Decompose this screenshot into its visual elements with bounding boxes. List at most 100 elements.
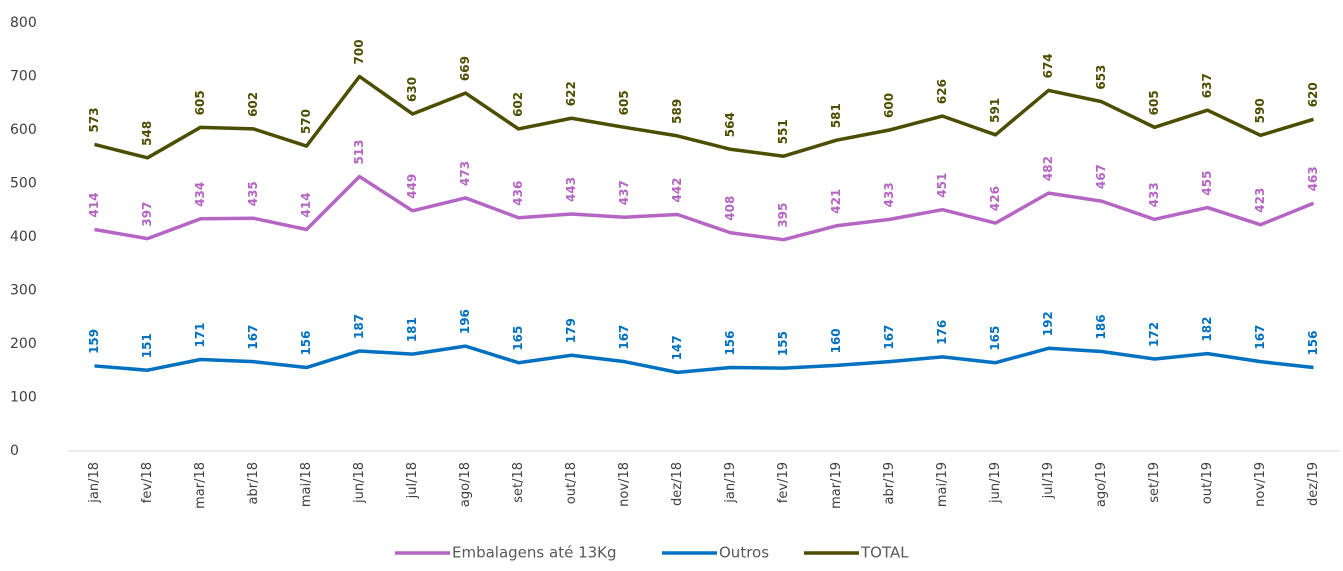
x-tick-label: jul/19 <box>1041 462 1056 499</box>
data-label: 426 <box>988 186 1002 211</box>
data-label: 463 <box>1306 166 1320 191</box>
data-label: 602 <box>511 92 525 117</box>
x-tick-label: mar/18 <box>193 462 208 509</box>
x-tick-label: out/19 <box>1200 462 1215 504</box>
y-tick-label: 200 <box>10 336 37 352</box>
y-tick-label: 800 <box>10 15 37 31</box>
data-label: 395 <box>776 203 790 228</box>
data-label: 167 <box>617 325 631 350</box>
legend-label: Embalagens até 13Kg <box>452 544 617 562</box>
line <box>94 74 1315 160</box>
legend-label: TOTAL <box>860 544 909 562</box>
x-tick-label: jul/18 <box>405 462 420 499</box>
y-tick-label: 0 <box>10 443 19 459</box>
data-label: 167 <box>246 325 260 350</box>
data-label: 160 <box>829 328 843 353</box>
data-label: 449 <box>405 174 419 199</box>
data-label: 669 <box>458 56 472 81</box>
data-label: 600 <box>882 93 896 118</box>
x-tick-label: ago/19 <box>1094 462 1109 507</box>
data-label: 620 <box>1306 82 1320 107</box>
data-label: 674 <box>1041 53 1055 78</box>
x-tick-label: abr/18 <box>246 462 261 505</box>
data-label: 653 <box>1094 65 1108 90</box>
line <box>94 344 1314 375</box>
x-tick-label: jan/19 <box>723 462 738 504</box>
data-label: 622 <box>564 81 578 106</box>
x-tick-label: out/18 <box>564 462 579 504</box>
data-label: 414 <box>87 192 101 217</box>
y-tick-label: 300 <box>10 283 37 299</box>
data-label: 443 <box>564 177 578 202</box>
x-tick-label: ago/18 <box>458 462 473 507</box>
data-label: 467 <box>1094 164 1108 189</box>
data-label: 602 <box>246 92 260 117</box>
y-tick-label: 100 <box>10 390 37 406</box>
data-label: 172 <box>1147 322 1161 347</box>
data-label: 156 <box>723 330 737 355</box>
x-tick-label: fev/18 <box>140 462 155 503</box>
data-label: 435 <box>246 181 260 206</box>
data-label: 156 <box>1306 330 1320 355</box>
data-label: 192 <box>1041 311 1055 336</box>
legend-label: Outros <box>719 544 769 562</box>
data-label: 165 <box>988 326 1002 351</box>
data-label: 637 <box>1200 73 1214 98</box>
y-tick-label: 400 <box>10 229 37 245</box>
y-tick-label: 600 <box>10 122 37 138</box>
x-tick-label: jun/18 <box>352 462 367 504</box>
data-label: 171 <box>193 322 207 347</box>
data-label: 155 <box>776 331 790 356</box>
data-label: 434 <box>193 182 207 207</box>
data-label: 196 <box>458 309 472 334</box>
data-label: 589 <box>670 99 684 124</box>
x-tick-label: mai/19 <box>935 462 950 507</box>
data-label: 513 <box>352 139 366 164</box>
data-label: 167 <box>882 325 896 350</box>
data-label: 570 <box>299 109 313 134</box>
data-label: 473 <box>458 161 472 186</box>
data-label: 482 <box>1041 156 1055 181</box>
x-tick-label: mar/19 <box>829 462 844 509</box>
data-label: 176 <box>935 320 949 345</box>
y-tick-label: 500 <box>10 176 37 192</box>
data-label: 605 <box>1147 90 1161 115</box>
data-label: 151 <box>140 333 154 358</box>
x-tick-label: dez/18 <box>670 462 685 506</box>
data-label: 414 <box>299 192 313 217</box>
data-label: 167 <box>1253 325 1267 350</box>
x-tick-label: mai/18 <box>299 462 314 507</box>
data-label: 442 <box>670 177 684 202</box>
data-label: 605 <box>193 90 207 115</box>
data-label: 436 <box>511 181 525 206</box>
data-label: 573 <box>87 107 101 132</box>
data-label: 581 <box>829 103 843 128</box>
data-label: 186 <box>1094 314 1108 339</box>
data-label: 397 <box>140 202 154 227</box>
x-tick-label: set/19 <box>1147 462 1162 503</box>
data-label: 423 <box>1253 188 1267 213</box>
x-tick-label: dez/19 <box>1306 462 1321 506</box>
x-tick-label: jun/19 <box>988 462 1003 504</box>
data-label: 591 <box>988 98 1002 123</box>
data-label: 165 <box>511 326 525 351</box>
data-label: 433 <box>1147 182 1161 207</box>
data-label: 437 <box>617 180 631 205</box>
data-label: 630 <box>405 77 419 102</box>
x-tick-label: jan/18 <box>87 462 102 504</box>
data-label: 187 <box>352 314 366 339</box>
data-label: 626 <box>935 79 949 104</box>
data-label: 421 <box>829 189 843 214</box>
data-label: 179 <box>564 318 578 343</box>
data-label: 159 <box>87 329 101 354</box>
line <box>94 174 1315 242</box>
y-tick-label: 700 <box>10 69 37 85</box>
data-label: 182 <box>1200 317 1214 342</box>
x-tick-label: set/18 <box>511 462 526 503</box>
data-label: 548 <box>140 121 154 146</box>
data-label: 156 <box>299 330 313 355</box>
data-label: 590 <box>1253 98 1267 123</box>
x-tick-label: nov/18 <box>617 462 632 507</box>
data-label: 700 <box>352 39 366 64</box>
data-label: 564 <box>723 112 737 137</box>
